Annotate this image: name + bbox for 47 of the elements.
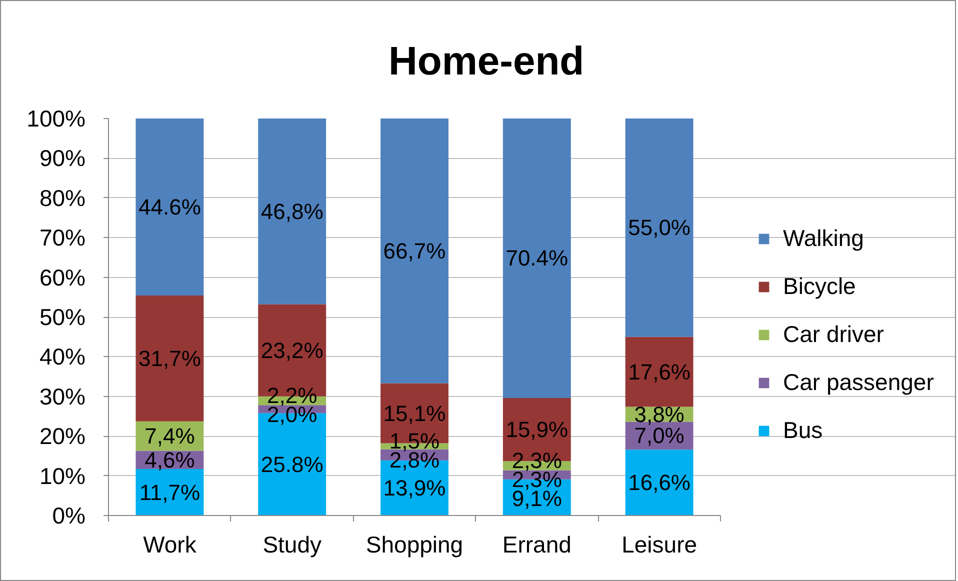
y-tick-label: 30% [39,383,86,410]
legend-label: Car driver [783,320,884,348]
data-label: 31,7% [138,346,201,371]
y-tick-label: 60% [39,264,86,290]
bar [625,118,694,337]
data-label: 15,9% [506,417,568,442]
bar [380,118,448,384]
y-tick-label: 10% [39,462,86,489]
legend-label: Car passenger [783,368,934,396]
data-label: 16,6% [628,470,690,496]
y-tick-label: 50% [39,304,86,330]
chart-title: Home-end [388,40,584,84]
bar [136,296,204,422]
data-label: 23,2% [260,338,324,363]
data-label: 3,8% [634,402,684,427]
data-label: 17,6% [628,359,690,384]
bar [502,118,571,398]
y-tick-label: 100% [26,106,86,132]
data-label: 7,4% [144,424,195,449]
y-tick-label: 0% [52,502,86,528]
x-tick-label: Errand [502,532,572,558]
data-label: 55,0% [628,215,690,240]
legend-label: Walking [783,224,864,252]
bar [136,118,204,296]
bar [258,118,326,304]
data-label: 13,9% [383,475,446,500]
x-tick-label: Shopping [366,532,464,558]
data-label: 15,1% [383,400,446,426]
data-label: 25.8% [260,452,324,477]
data-label: 70.4% [506,246,568,271]
data-label: 46,8% [260,198,324,224]
data-label: 44.6% [138,194,201,220]
bar [625,336,694,407]
bar [625,450,694,516]
y-tick-label: 70% [39,224,86,251]
data-label: 11,7% [139,480,200,505]
y-tick-label: 20% [39,423,86,450]
data-label: 66,7% [383,238,446,264]
legend-label: Bus [783,416,823,444]
x-tick-label: Study [262,532,322,558]
y-tick-label: 40% [39,344,86,370]
x-tick-label: Leisure [622,532,698,558]
data-label: 4,6% [144,447,195,472]
y-tick-label: 90% [39,145,86,172]
y-tick-label: 80% [39,184,86,211]
x-tick-label: Work [143,532,197,558]
legend-label: Bicycle [783,272,856,300]
